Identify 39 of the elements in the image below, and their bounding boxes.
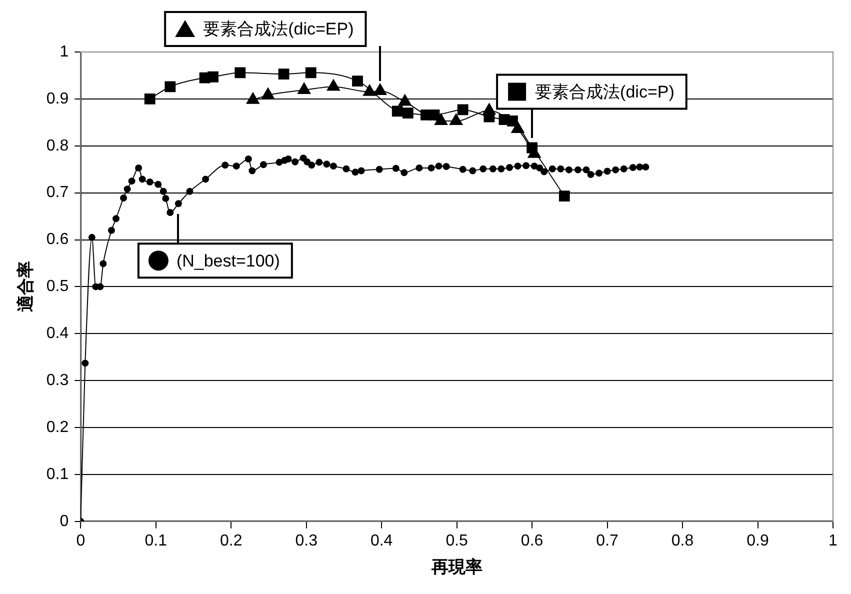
point (164, 81, 176, 92)
y-axis-title: 適合率 (16, 261, 35, 312)
x-tick-label: 0.4 (370, 532, 393, 550)
y-tick-label: 0.2 (46, 418, 69, 436)
x-tick-label: 0.8 (671, 532, 694, 550)
y-tick-label: 0.5 (46, 278, 69, 296)
x-tick-label: 0 (76, 532, 86, 550)
point (558, 190, 570, 202)
x-tick-label: 0.9 (746, 532, 769, 550)
y-tick-label: 0.9 (46, 90, 69, 108)
point (144, 93, 156, 104)
x-tick-label: 0.1 (144, 532, 168, 550)
x-tick-label: 0.5 (446, 532, 468, 550)
legend-label: 要素合成法(dic=EP) (203, 20, 354, 39)
x-tick-label: 1 (828, 532, 838, 550)
point (305, 67, 316, 78)
point (392, 106, 403, 117)
x-tick-label: 0.7 (596, 532, 619, 550)
legend-label: (N_best=100) (176, 251, 280, 270)
point (457, 104, 468, 116)
y-tick-label: 0.7 (46, 184, 69, 202)
y-tick-label: 0.3 (46, 372, 69, 389)
y-tick-label: 0.8 (46, 137, 69, 154)
point (298, 82, 311, 94)
y-tick-label: 1 (60, 43, 69, 60)
y-tick-label: 0.1 (46, 466, 69, 483)
x-axis-title: 再現率 (430, 557, 482, 576)
x-tick-label: 0.3 (295, 532, 318, 550)
x-tick-label: 0.2 (220, 532, 242, 550)
y-tick-label: 0.4 (46, 325, 69, 342)
point (402, 108, 414, 118)
y-tick-label: 0 (60, 512, 69, 530)
point (278, 68, 290, 80)
point (208, 71, 219, 82)
point (352, 76, 363, 87)
x-tick-label: 0.6 (520, 532, 544, 550)
y-tick-label: 0.6 (46, 231, 69, 248)
point (234, 67, 246, 78)
legend-label: 要素合成法(dic=P) (535, 82, 674, 102)
